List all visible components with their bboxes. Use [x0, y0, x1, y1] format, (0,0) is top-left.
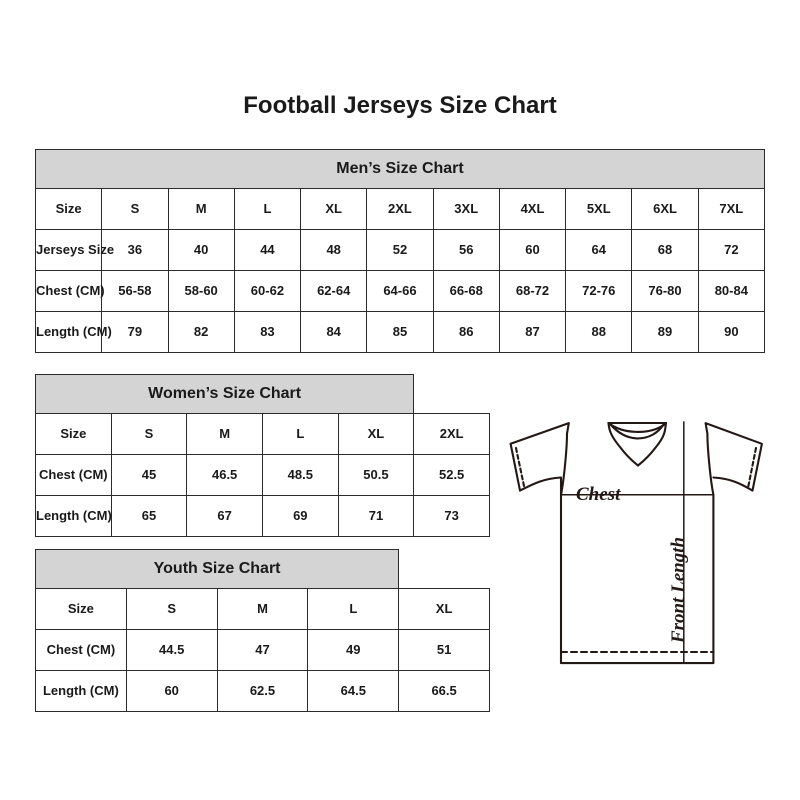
svg-text:Front Length: Front Length [668, 537, 689, 644]
svg-text:Chest: Chest [576, 484, 621, 505]
